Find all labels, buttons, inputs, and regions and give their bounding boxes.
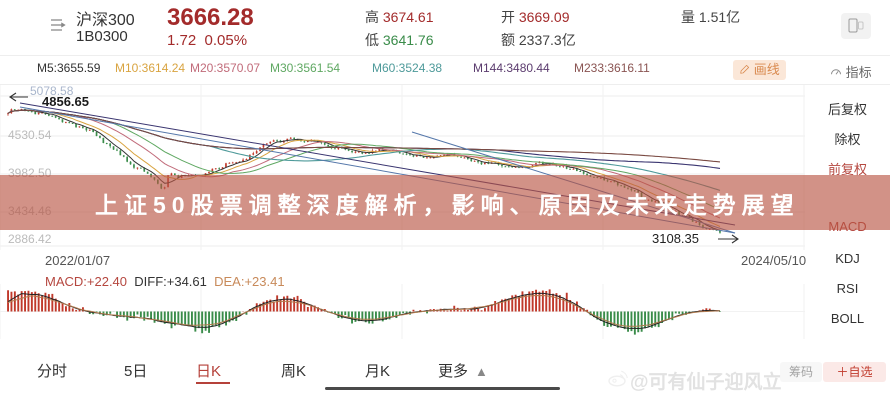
svg-text:3108.35: 3108.35 <box>652 231 699 246</box>
svg-text:4856.65: 4856.65 <box>42 94 89 109</box>
